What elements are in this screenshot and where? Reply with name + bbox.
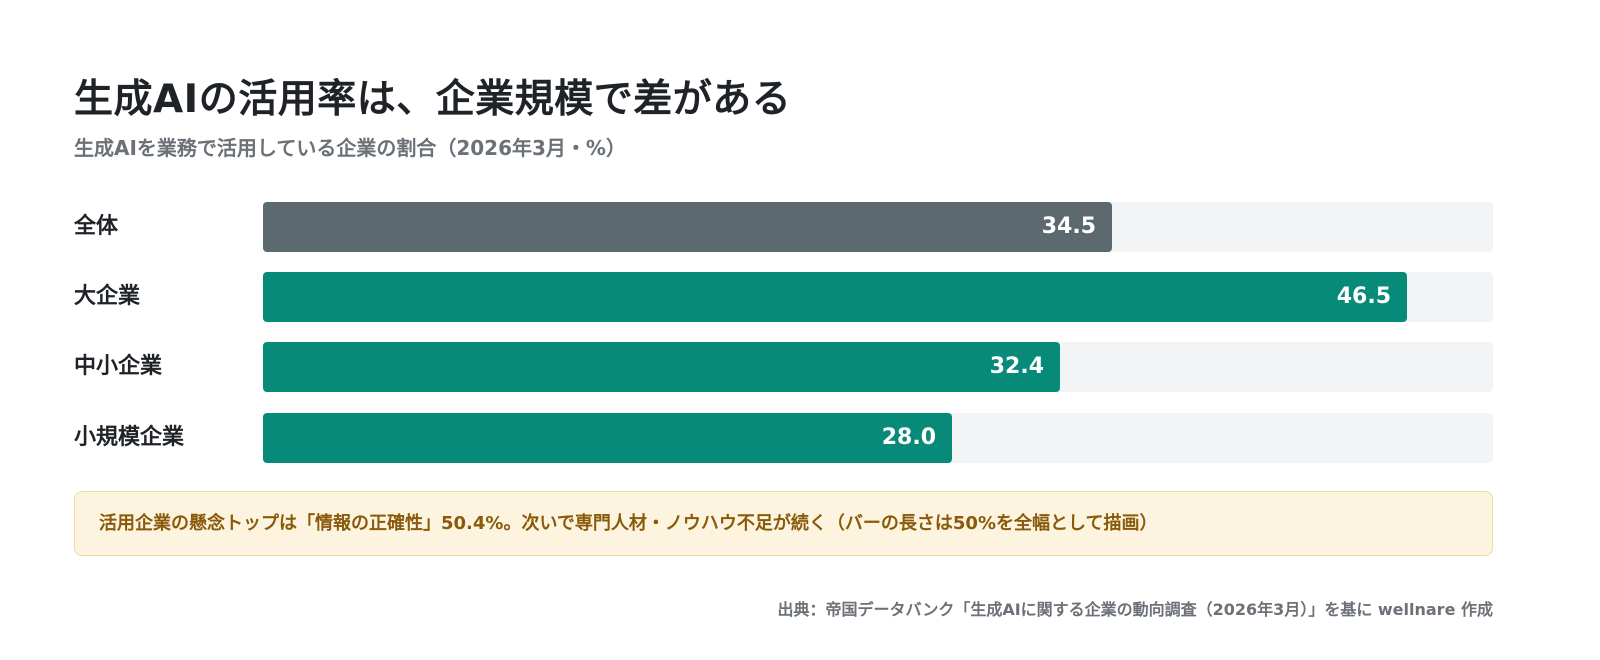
bar: 28.0 [263, 413, 952, 463]
category-label: 全体 [74, 214, 119, 239]
source-credit: 出典：帝国データバンク「生成AIに関する企業の動向調査（2026年3月）」を基に… [777, 600, 1493, 619]
note-callout: 活用企業の懸念トップは「情報の正確性」50.4%。次いで専門人材・ノウハウ不足が… [74, 491, 1493, 556]
category-label: 小規模企業 [74, 425, 185, 450]
bar-track: 46.5 [263, 272, 1493, 322]
chart-subtitle: 生成AIを業務で活用している企業の割合（2026年3月・%） [74, 136, 626, 160]
bar-value-label: 34.5 [1041, 214, 1096, 239]
chart-title: 生成AIの活用率は、企業規模で差がある [74, 77, 792, 122]
bar-value-label: 46.5 [1336, 284, 1391, 309]
bar-value-label: 32.4 [989, 354, 1044, 379]
bar-value-label: 28.0 [881, 425, 936, 450]
bar: 34.5 [263, 202, 1112, 252]
bar: 46.5 [263, 272, 1407, 322]
bar-row: 大企業 46.5 [0, 272, 1600, 322]
category-label: 中小企業 [74, 354, 163, 379]
category-label: 大企業 [74, 284, 141, 309]
bar-row: 中小企業 32.4 [0, 342, 1600, 392]
bar: 32.4 [263, 342, 1060, 392]
bar-row: 小規模企業 28.0 [0, 413, 1600, 463]
bar-track: 32.4 [263, 342, 1493, 392]
bar-row: 全体 34.5 [0, 202, 1600, 252]
bar-track: 28.0 [263, 413, 1493, 463]
bar-track: 34.5 [263, 202, 1493, 252]
